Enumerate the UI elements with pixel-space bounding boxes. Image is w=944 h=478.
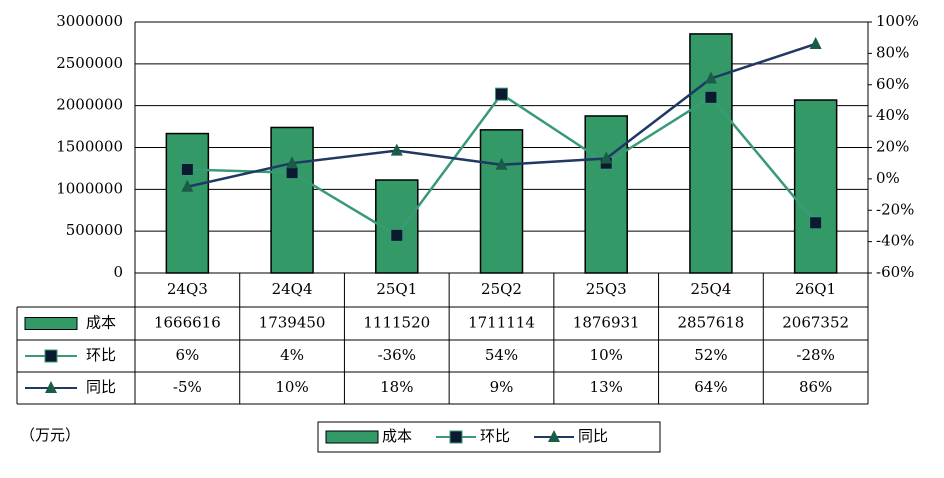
marker <box>809 216 823 230</box>
y2-tick-label: 60% <box>876 75 909 93</box>
y-tick-label: 500000 <box>66 221 123 239</box>
bar <box>270 126 314 274</box>
table-value: 6% <box>175 346 199 364</box>
x-tick-label: 25Q1 <box>376 280 417 298</box>
table-value: 4% <box>280 346 304 364</box>
legend-key-marker <box>44 349 58 363</box>
table-value: 1111520 <box>363 314 430 332</box>
y2-tick-label: -20% <box>876 200 914 218</box>
table-value: 86% <box>799 378 832 396</box>
y2-tick-label: -40% <box>876 232 914 250</box>
marker <box>600 151 613 164</box>
marker <box>390 143 403 156</box>
legend-label: 成本 <box>382 427 412 445</box>
x-tick-label: 25Q4 <box>690 280 731 298</box>
legend-key <box>325 430 379 444</box>
table-value: 1739450 <box>259 314 326 332</box>
table-value: 52% <box>694 346 727 364</box>
y2-tick-label: -60% <box>876 263 914 281</box>
y2-tick-label: 20% <box>876 138 909 156</box>
marker <box>704 71 717 84</box>
marker <box>495 157 508 170</box>
bar <box>689 33 733 274</box>
marker <box>390 228 404 242</box>
bar <box>165 132 210 274</box>
x-tick-label: 25Q3 <box>586 280 627 298</box>
y-tick-label: 1500000 <box>56 138 123 156</box>
y2-tick-label: 0% <box>876 169 900 187</box>
marker <box>286 156 299 169</box>
table-value: 1876931 <box>573 314 640 332</box>
table-value: 1666616 <box>154 314 221 332</box>
marker <box>704 90 718 104</box>
table-value: 18% <box>380 378 413 396</box>
unit-note: （万元） <box>20 426 80 444</box>
y2-tick-label: 100% <box>876 12 919 30</box>
table-value: 2857618 <box>678 314 745 332</box>
y-tick-label: 1000000 <box>56 179 123 197</box>
legend-label: 环比 <box>480 427 510 445</box>
x-tick-label: 24Q3 <box>167 280 208 298</box>
table-value: 9% <box>490 378 514 396</box>
table-value: 10% <box>275 378 308 396</box>
table-value: -28% <box>796 346 834 364</box>
row-header: 成本 <box>86 314 116 332</box>
x-tick-label: 24Q4 <box>272 280 313 298</box>
bar <box>793 99 838 274</box>
marker <box>180 162 194 176</box>
y2-tick-label: 40% <box>876 106 909 124</box>
marker <box>495 87 508 101</box>
row-header: 环比 <box>86 346 116 364</box>
table-value: -5% <box>173 378 202 396</box>
y-tick-label: 2500000 <box>56 54 123 72</box>
marker <box>285 166 299 180</box>
legend-key-marker <box>449 430 463 444</box>
bar <box>479 129 524 274</box>
table-value: 13% <box>590 378 623 396</box>
table-value: 54% <box>485 346 518 364</box>
legend-key-marker <box>45 381 57 393</box>
y-tick-label: 0 <box>113 263 123 281</box>
bar <box>584 115 628 274</box>
table-value: -36% <box>378 346 416 364</box>
y-tick-label: 3000000 <box>56 12 123 30</box>
table-value: 2067352 <box>782 314 849 332</box>
y-tick-label: 2000000 <box>56 96 123 114</box>
marker <box>181 179 194 192</box>
marker <box>809 36 822 49</box>
legend-key <box>24 317 78 330</box>
y2-tick-label: 80% <box>876 43 909 61</box>
legend-key-marker <box>548 430 560 442</box>
legend-label: 同比 <box>578 427 608 445</box>
table-value: 10% <box>590 346 623 364</box>
table-value: 1711114 <box>468 314 535 332</box>
x-tick-label: 25Q2 <box>481 280 522 298</box>
table-value: 64% <box>694 378 727 396</box>
x-tick-label: 26Q1 <box>795 280 836 298</box>
row-header: 同比 <box>86 378 116 396</box>
